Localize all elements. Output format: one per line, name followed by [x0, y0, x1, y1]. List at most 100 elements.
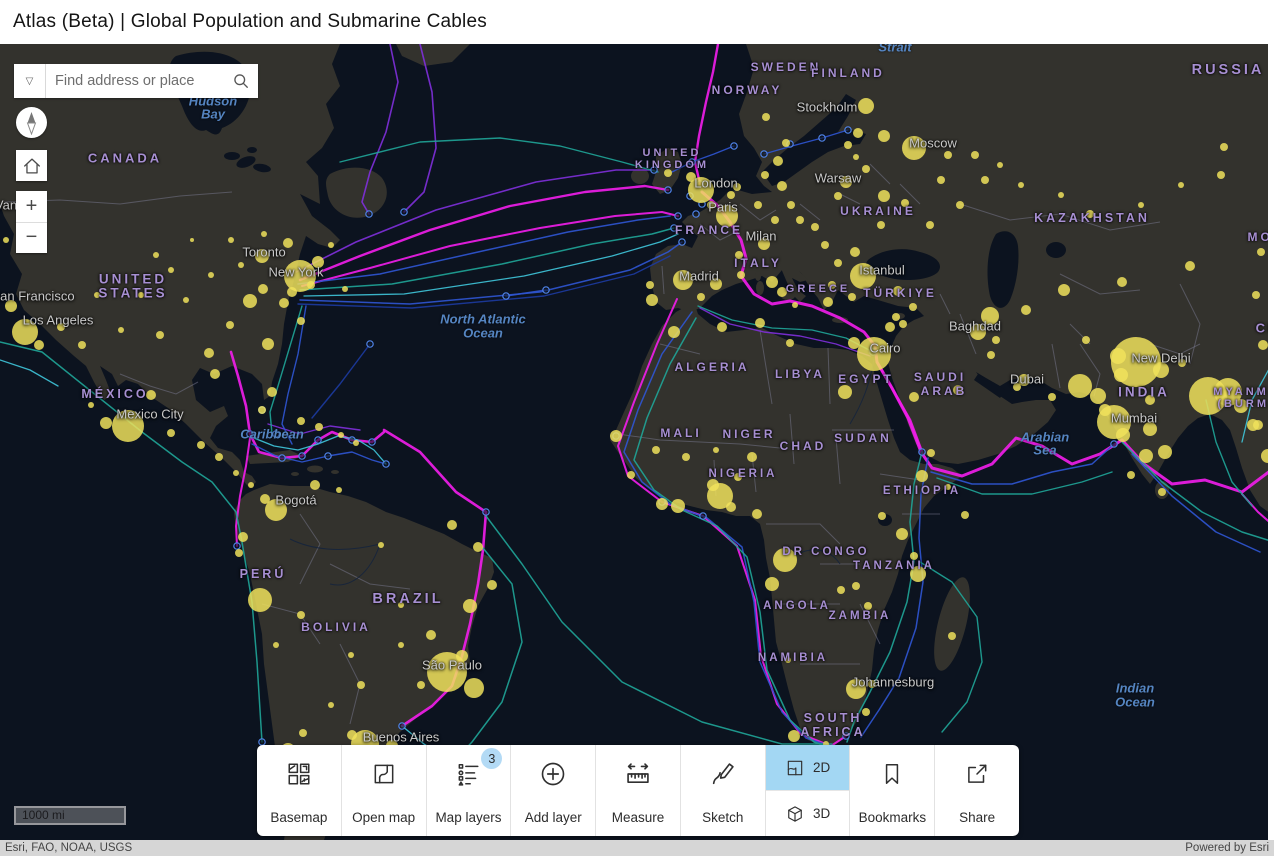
population-dot	[258, 284, 268, 294]
population-dot	[456, 650, 468, 662]
population-dot	[910, 566, 926, 582]
population-dot	[761, 171, 769, 179]
submarine-cable	[0, 359, 59, 387]
zoom-in-button[interactable]: +	[16, 191, 47, 223]
population-dot	[190, 238, 194, 242]
population-dot	[258, 406, 266, 414]
population-dot	[328, 702, 334, 708]
population-dot	[463, 599, 477, 613]
population-dot	[747, 452, 757, 462]
population-dot	[1220, 143, 1228, 151]
cable-landing-node	[678, 238, 686, 246]
population-dot	[464, 678, 484, 698]
search-button[interactable]	[224, 64, 258, 98]
population-dot	[210, 369, 220, 379]
population-dot	[762, 113, 770, 121]
zoom-out-button[interactable]: −	[25, 226, 38, 249]
measure-button[interactable]: Measure	[596, 745, 681, 836]
population-dot	[235, 549, 243, 557]
submarine-cable	[860, 457, 929, 738]
submarine-cable	[235, 437, 251, 547]
population-dot	[273, 642, 279, 648]
population-dot	[1048, 393, 1056, 401]
population-dot	[57, 323, 65, 331]
population-dot	[893, 286, 903, 296]
population-dot	[710, 278, 722, 290]
submarine-cable	[505, 289, 547, 297]
population-dot	[840, 176, 852, 188]
population-dot	[243, 294, 257, 308]
population-dot	[970, 324, 986, 340]
population-dot	[902, 136, 926, 160]
population-dot	[1068, 374, 1092, 398]
population-dot	[1143, 422, 1157, 436]
population-dot	[926, 221, 934, 229]
population-dot	[1138, 202, 1144, 208]
population-dot	[1021, 305, 1031, 315]
population-dot	[1139, 449, 1153, 463]
submarine-cable	[297, 255, 671, 309]
population-dot	[1214, 378, 1242, 406]
population-dot	[347, 730, 357, 740]
population-dot	[342, 286, 348, 292]
submarine-cable	[875, 360, 924, 454]
map-toolbar: Basemap Open map 3 Map layers A	[257, 745, 1019, 836]
cable-landing-node	[368, 438, 376, 446]
population-dot	[987, 351, 995, 359]
map-layers-button[interactable]: 3 Map layers	[427, 745, 512, 836]
population-dot	[664, 169, 672, 177]
population-dot	[1090, 388, 1106, 404]
population-dot	[956, 201, 964, 209]
sketch-button[interactable]: Sketch	[681, 745, 766, 836]
share-button[interactable]: Share	[935, 745, 1019, 836]
submarine-cable	[299, 241, 683, 305]
submarine-cable	[382, 428, 488, 728]
population-dot	[909, 303, 917, 311]
population-dot	[992, 336, 1000, 344]
population-dot	[283, 238, 293, 248]
search-dropdown-button[interactable]: ▽	[14, 64, 46, 98]
view-2d-button[interactable]: 2D	[765, 745, 850, 790]
population-dot	[821, 241, 829, 249]
population-dot	[267, 387, 277, 397]
population-dot	[823, 297, 833, 307]
population-dot	[944, 151, 952, 159]
bookmarks-label: Bookmarks	[858, 810, 927, 825]
cube-3d-icon	[788, 805, 802, 822]
submarine-cable	[301, 211, 679, 287]
population-dot	[1082, 336, 1090, 344]
population-dot	[398, 602, 404, 608]
app-header: Atlas (Beta) | Global Population and Sub…	[0, 0, 1274, 44]
bookmarks-button[interactable]: Bookmarks	[850, 745, 936, 836]
population-dot	[785, 657, 791, 663]
home-button[interactable]	[16, 150, 47, 181]
population-dot	[233, 470, 239, 476]
open-map-button[interactable]: Open map	[342, 745, 427, 836]
submarine-cable	[295, 169, 655, 273]
population-dot	[1257, 248, 1265, 256]
basemap-grid-icon	[286, 759, 312, 789]
add-layer-button[interactable]: Add layer	[511, 745, 597, 836]
map-canvas[interactable]: CANADA UNITED STATES MÉXICO PERÚ BRAZIL BOLIVI…	[0, 44, 1274, 840]
cable-landing-node	[818, 134, 826, 142]
submarine-cable	[671, 145, 735, 173]
basemap-button[interactable]: Basemap	[257, 745, 342, 836]
population-dot	[1258, 340, 1268, 350]
population-dot	[1086, 210, 1094, 218]
population-dot	[338, 432, 344, 438]
population-dot	[1158, 488, 1166, 496]
population-dot	[733, 183, 741, 191]
population-dot	[848, 337, 860, 349]
population-dot	[315, 423, 323, 431]
cable-landing-node	[400, 208, 408, 216]
population-dot	[878, 512, 886, 520]
view-3d-button[interactable]: 3D	[765, 790, 850, 836]
submarine-cable	[297, 215, 671, 285]
map-2d-icon	[787, 760, 803, 775]
compass-button[interactable]	[16, 107, 47, 138]
search-input[interactable]	[46, 64, 224, 98]
population-dot	[713, 447, 719, 453]
cable-landing-node	[542, 286, 550, 294]
population-dot	[948, 632, 956, 640]
population-dot	[686, 172, 696, 182]
